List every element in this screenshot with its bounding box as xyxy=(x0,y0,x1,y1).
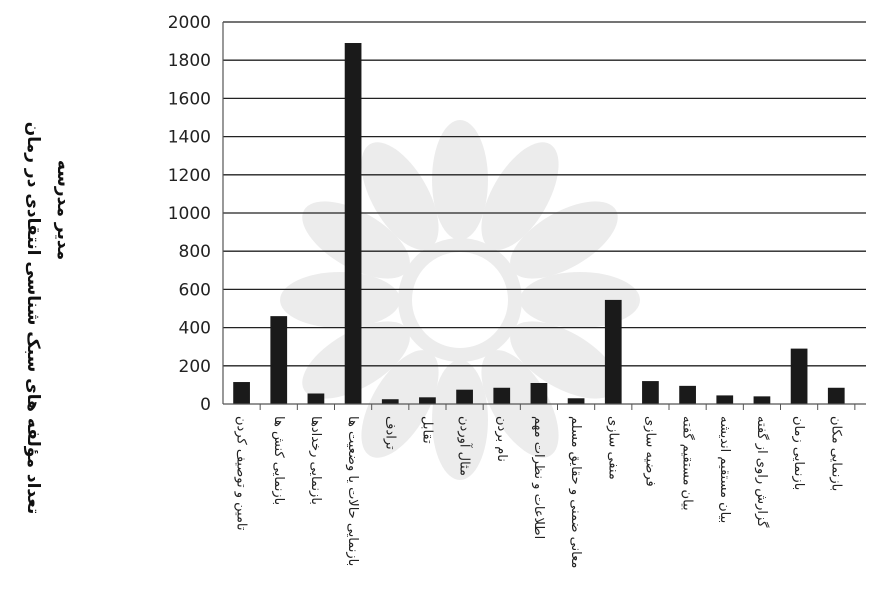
bar xyxy=(530,382,548,404)
bar xyxy=(307,393,325,404)
bar xyxy=(679,385,696,404)
x-tick-label: بازنمایی حالات یا وضعیت ها xyxy=(345,416,360,566)
x-tick-label: بیان مستقیم گفته xyxy=(680,416,696,511)
y-tick-label: 0 xyxy=(200,395,211,415)
y-axis-label-line1: تعداد مؤلفه های سبک شناسی انتقادی در رما… xyxy=(23,122,43,514)
x-tick-label: مثال آوردن xyxy=(457,416,474,476)
y-tick-label: 1400 xyxy=(168,128,211,148)
y-tick-label: 2000 xyxy=(168,13,211,33)
x-tick-label: تقابل xyxy=(419,416,434,444)
bar xyxy=(753,396,771,404)
bar xyxy=(419,397,436,404)
x-tick-label: بازنمایی رخدادها xyxy=(308,416,323,505)
y-tick-label: 1000 xyxy=(168,204,211,224)
bar xyxy=(716,395,734,404)
y-tick-label: 1800 xyxy=(168,51,211,71)
y-tick-label: 600 xyxy=(179,280,211,300)
x-tick-label: بازنمایی مکان xyxy=(828,416,843,491)
x-tick-label: اطلاعات و نظرات مهم xyxy=(531,416,546,539)
bar xyxy=(270,316,288,404)
bar xyxy=(790,348,808,404)
y-tick-label: 200 xyxy=(179,357,211,377)
x-tick-label: بازنمایی زمان xyxy=(791,416,806,490)
x-tick-label: ترادف xyxy=(382,416,397,450)
x-tick-label: معانی ضمنی و حقایق مسلم xyxy=(568,416,583,568)
bar xyxy=(456,389,473,404)
x-tick-label: نام بردن xyxy=(494,416,509,462)
bar xyxy=(567,398,585,404)
x-tick-label: گزارش راوی از گفته xyxy=(754,416,770,528)
x-tick-label: فرضیه سازی xyxy=(642,416,657,487)
x-tick-label: بازنمایی کنش ها xyxy=(271,416,286,505)
y-tick-label: 400 xyxy=(179,319,211,339)
y-tick-label: 1200 xyxy=(168,166,211,186)
y-tick-label: 1600 xyxy=(168,89,211,109)
x-tick-label: بیان مستقیم اندیشه xyxy=(717,416,732,523)
bar xyxy=(827,387,845,404)
bar xyxy=(233,382,250,404)
y-tick-label: 800 xyxy=(179,242,211,262)
bar xyxy=(381,399,399,404)
x-tick-label: تامین و توصیف کردن xyxy=(234,416,249,531)
bar xyxy=(642,381,659,404)
y-axis-label-line2: مدیر مدرسه xyxy=(53,160,73,260)
bar xyxy=(493,387,511,404)
bar xyxy=(604,299,622,404)
x-tick-label: منفی سازی xyxy=(605,416,620,480)
bar xyxy=(344,43,362,404)
